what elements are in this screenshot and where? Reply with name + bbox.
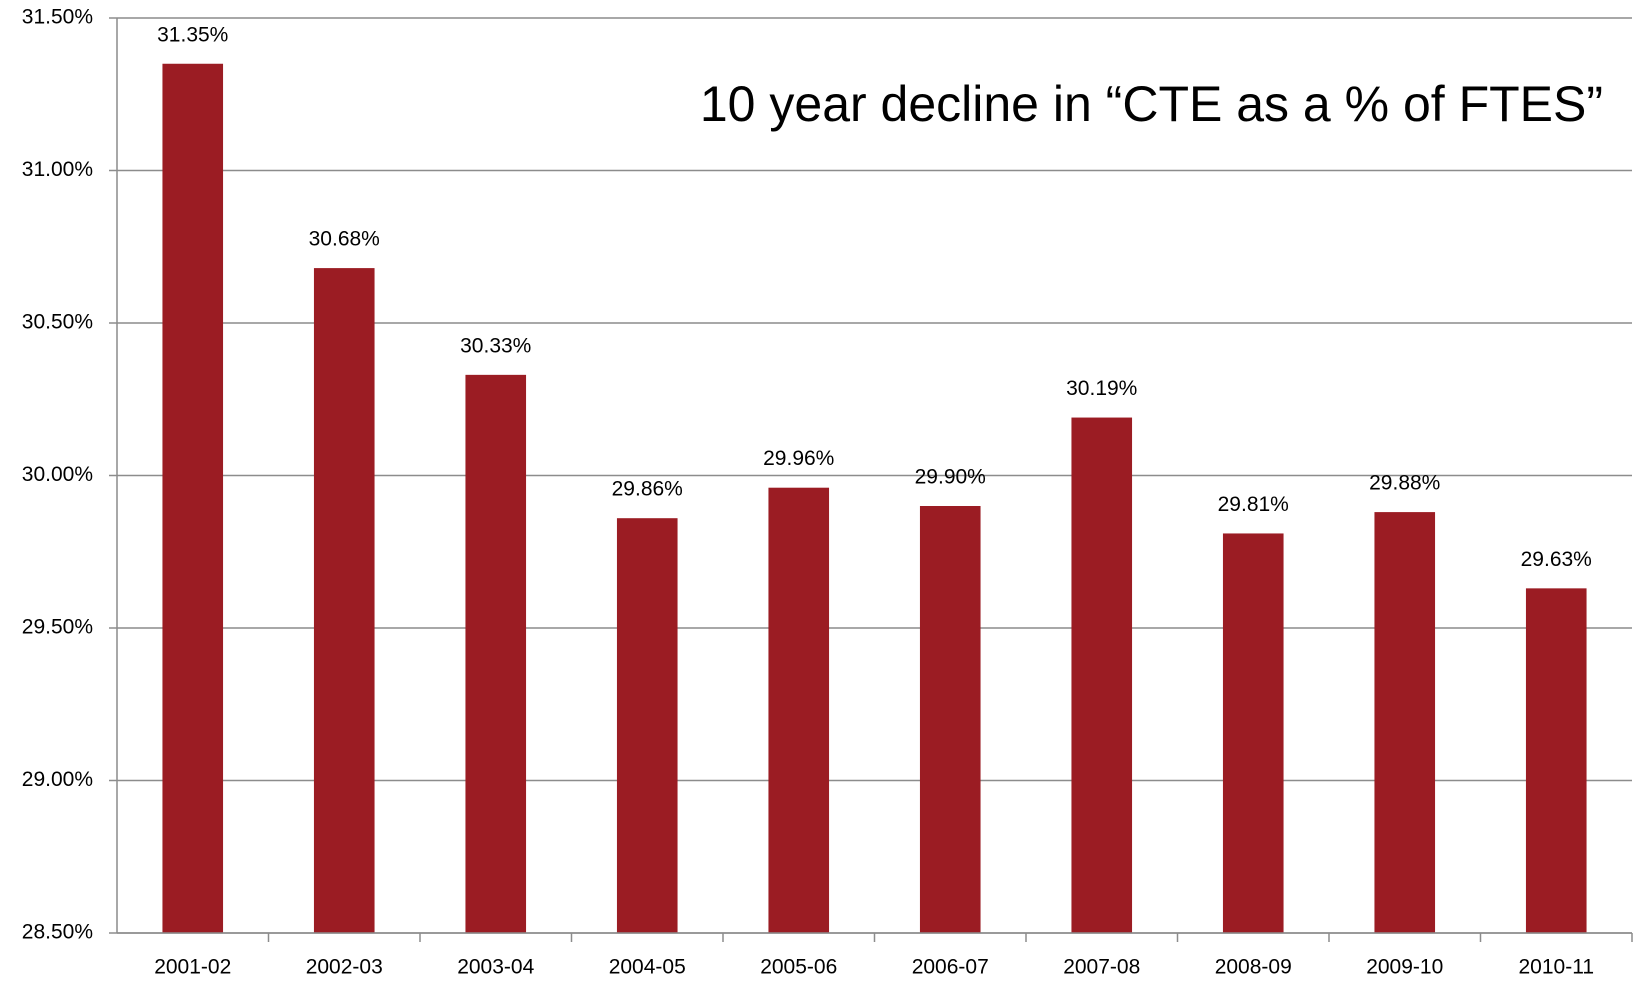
x-tick-label: 2007-08 [1063,956,1140,979]
bar [1525,588,1587,933]
x-tick-label: 2010-11 [1518,956,1594,979]
y-tick-label: 28.50% [22,921,93,944]
y-tick-label: 31.00% [22,158,93,181]
value-label: 30.33% [460,334,531,357]
value-label: 29.86% [612,478,683,501]
bar [1071,417,1133,933]
value-label: 29.90% [915,466,986,489]
x-tick-label: 2005-06 [760,956,837,979]
value-label: 29.81% [1218,493,1289,516]
x-tick-label: 2006-07 [912,956,989,979]
bar [1374,512,1436,933]
x-tick-label: 2001-02 [154,956,231,979]
bar [162,63,224,933]
bar [313,268,375,934]
y-tick-label: 31.50% [22,6,93,29]
value-label: 29.63% [1521,548,1592,571]
bar [768,487,830,933]
y-tick-label: 29.00% [22,768,93,791]
value-label: 31.35% [157,23,228,46]
chart-title: 10 year decline in “CTE as a % of FTES” [700,76,1603,132]
value-label: 30.68% [309,228,380,251]
x-tick-label: 2008-09 [1215,956,1292,979]
bar [1222,533,1284,933]
x-tick-label: 2003-04 [457,956,534,979]
x-tick-label: 2009-10 [1366,956,1443,979]
bar [919,506,981,933]
value-label: 29.88% [1369,472,1440,495]
bar [616,518,678,933]
value-label: 29.96% [763,447,834,470]
bar [465,374,527,934]
y-tick-label: 30.00% [22,463,93,486]
y-tick-label: 29.50% [22,616,93,639]
value-label: 30.19% [1066,377,1137,400]
y-tick-label: 30.50% [22,311,93,334]
x-tick-label: 2002-03 [306,956,383,979]
x-tick-label: 2004-05 [609,956,686,979]
